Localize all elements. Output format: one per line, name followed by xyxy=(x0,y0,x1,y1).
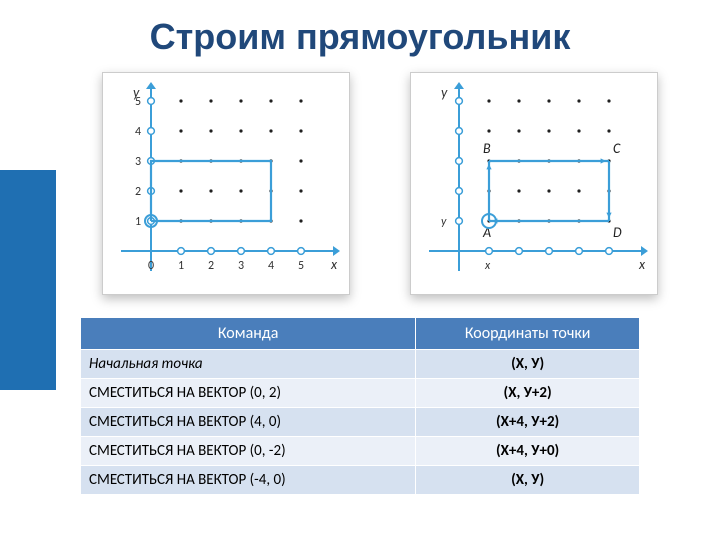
page-title: Строим прямоугольник xyxy=(0,0,720,58)
col-coord: Координаты точки xyxy=(416,318,640,350)
svg-text:2: 2 xyxy=(208,259,214,273)
svg-text:x: x xyxy=(484,259,491,273)
cell-coord: (Х+4, У+2) xyxy=(416,408,640,437)
cell-coord: (Х, У) xyxy=(416,466,640,495)
table-row: СМЕСТИТЬСЯ НА ВЕКТОР (4, 0)(Х+4, У+2) xyxy=(81,408,640,437)
svg-text:C: C xyxy=(613,140,621,157)
accent-bar xyxy=(0,170,56,390)
svg-text:1: 1 xyxy=(135,215,141,229)
svg-text:D: D xyxy=(613,224,622,241)
right-grid-svg: xyxyABCD xyxy=(419,81,649,281)
svg-text:4: 4 xyxy=(268,259,274,273)
cell-command: СМЕСТИТЬСЯ НА ВЕКТОР (0, 2) xyxy=(81,379,416,408)
left-grid-svg: xy01234512345 xyxy=(111,81,341,281)
cell-coord: (Х, У) xyxy=(416,350,640,379)
table-row: СМЕСТИТЬСЯ НА ВЕКТОР (0, -2)(Х+4, У+0) xyxy=(81,437,640,466)
cell-command: Начальная точка xyxy=(81,350,416,379)
table-row: СМЕСТИТЬСЯ НА ВЕКТОР (-4, 0)(Х, У) xyxy=(81,466,640,495)
svg-text:4: 4 xyxy=(135,125,141,139)
cell-command: СМЕСТИТЬСЯ НА ВЕКТОР (-4, 0) xyxy=(81,466,416,495)
svg-text:B: B xyxy=(483,140,491,157)
svg-text:2: 2 xyxy=(135,185,141,199)
right-grid-panel: xyxyABCD xyxy=(410,72,658,295)
table-row: СМЕСТИТЬСЯ НА ВЕКТОР (0, 2)(Х, У+2) xyxy=(81,379,640,408)
svg-text:3: 3 xyxy=(238,259,244,273)
cell-coord: (Х, У+2) xyxy=(416,379,640,408)
svg-text:0: 0 xyxy=(148,259,154,273)
svg-text:5: 5 xyxy=(135,95,141,109)
svg-text:5: 5 xyxy=(298,259,304,273)
svg-text:x: x xyxy=(638,256,646,273)
commands-table: Команда Координаты точки Начальная точка… xyxy=(80,317,640,495)
svg-text:y: y xyxy=(441,84,448,101)
cell-coord: (Х+4, У+0) xyxy=(416,437,640,466)
svg-text:y: y xyxy=(441,215,447,229)
svg-text:x: x xyxy=(330,256,338,273)
left-grid-panel: xy01234512345 xyxy=(102,72,350,295)
svg-text:1: 1 xyxy=(178,259,184,273)
commands-table-wrap: Команда Координаты точки Начальная точка… xyxy=(0,317,720,495)
col-command: Команда xyxy=(81,318,416,350)
grids-row: xy01234512345 xyxyABCD xyxy=(0,72,720,295)
table-row: Начальная точка(Х, У) xyxy=(81,350,640,379)
cell-command: СМЕСТИТЬСЯ НА ВЕКТОР (4, 0) xyxy=(81,408,416,437)
svg-text:3: 3 xyxy=(135,155,141,169)
cell-command: СМЕСТИТЬСЯ НА ВЕКТОР (0, -2) xyxy=(81,437,416,466)
